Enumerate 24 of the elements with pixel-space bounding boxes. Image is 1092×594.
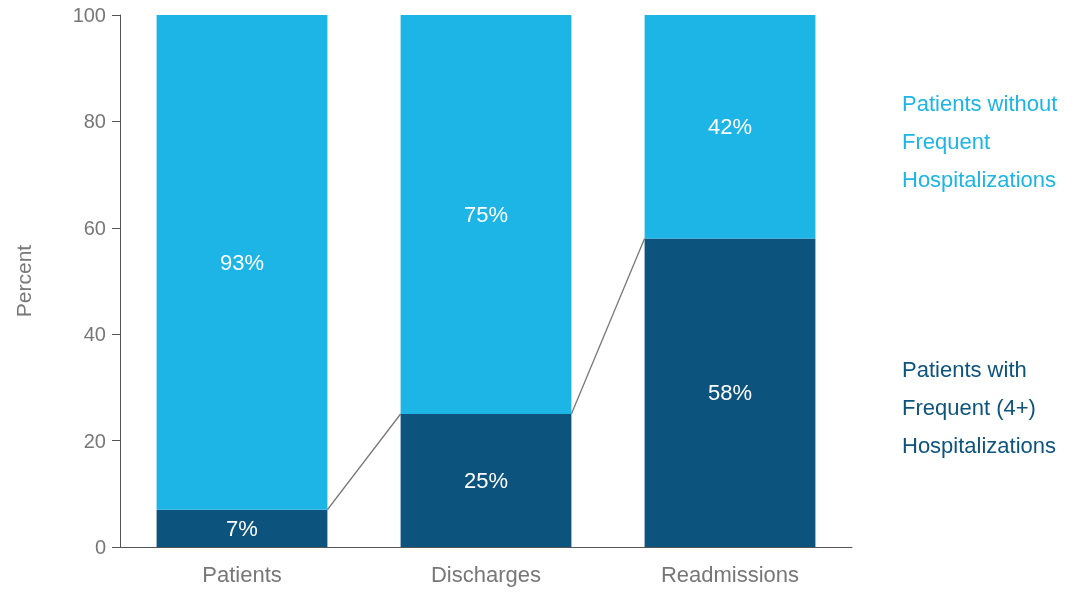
y-tick-label: 100 [72, 4, 106, 26]
data-label: 58% [707, 380, 753, 406]
y-axis-title: Percent [12, 244, 35, 318]
x-tick-label: Patients [202, 561, 282, 587]
bar [644, 238, 816, 547]
data-label: 42% [707, 114, 753, 140]
data-label: 7% [226, 515, 258, 541]
bar [400, 414, 572, 547]
y-tick-label: 60 [83, 216, 106, 239]
data-label: 93% [219, 249, 265, 275]
text: Patients with Frequent (4+) Hospitalizations [902, 357, 1057, 459]
y-tick-label: 80 [83, 110, 106, 133]
data-label: 75% [463, 202, 509, 227]
bar [156, 15, 328, 510]
y-tick-label: 0 [94, 536, 106, 558]
bar [400, 15, 572, 414]
x-tick-label: Discharges [430, 561, 542, 587]
bar [644, 15, 816, 239]
y-tick-label: 20 [83, 429, 106, 452]
bar [156, 509, 328, 547]
text: Patients without Frequent Hospitalizations [902, 91, 1064, 193]
y-tick-label: 40 [83, 323, 106, 346]
data-label: 25% [463, 468, 509, 493]
x-tick-label: Readmissions [660, 561, 800, 587]
